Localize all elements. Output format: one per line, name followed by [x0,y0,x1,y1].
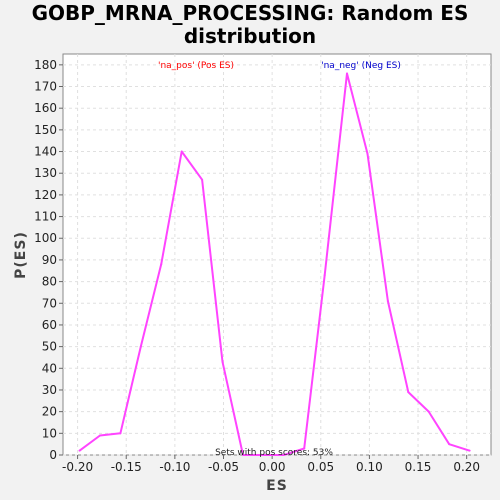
series-lines [78,72,471,456]
data-point [78,449,81,452]
data-point [201,178,204,181]
y-tick-label: 10 [42,426,57,440]
data-point [448,443,451,446]
series-line-0 [78,72,470,456]
y-axis-label: P(ES) [13,231,29,279]
neg-es-annotation: 'na_neg' (Neg ES) [321,61,401,71]
data-point [119,432,122,435]
pos-es-annotation: 'na_pos' (Pos ES) [158,61,234,71]
data-point [303,447,306,450]
y-tick-label: 0 [49,448,57,462]
y-tick-label: 110 [34,210,57,224]
x-axis-label: ES [266,478,288,494]
x-tick-label: 0.10 [356,460,383,474]
x-tick-label: -0.20 [62,460,93,474]
x-axis-ticks: -0.20 -0.15 -0.10 -0.05 0.00 0.05 0.10 0.15 0.20 [62,455,480,474]
data-point [282,454,285,456]
grid [63,54,491,456]
y-tick-label: 20 [42,405,57,419]
data-point [262,454,265,456]
pos-scores-footer: Sets with pos scores: 53% [215,448,333,458]
y-tick-label: 60 [42,318,57,332]
chart-title: GOBP_MRNA_PROCESSING: Random ES distribu… [0,2,500,48]
chart-title-line-2: distribution [183,24,317,48]
data-point [407,391,410,394]
x-tick-label: -0.10 [159,460,190,474]
data-point [139,345,142,348]
x-tick-label: 0.20 [453,460,480,474]
x-tick-label: 0.05 [307,460,334,474]
y-tick-label: 120 [34,188,57,202]
y-tick-label: 30 [42,383,57,397]
data-point [221,360,224,363]
y-tick-label: 130 [34,166,57,180]
y-tick-label: 50 [42,340,57,354]
data-point [386,300,389,303]
chart-title-line-1: GOBP_MRNA_PROCESSING: Random ES [31,1,469,25]
data-point [98,434,101,437]
y-tick-label: 70 [42,296,57,310]
y-tick-label: 140 [34,145,57,159]
data-point [180,150,183,153]
y-tick-label: 80 [42,275,57,289]
y-tick-label: 40 [42,361,57,375]
x-tick-label: -0.15 [111,460,142,474]
data-point [366,152,369,155]
plot-area [62,53,492,456]
y-tick-label: 90 [42,253,57,267]
data-point [241,454,244,456]
data-point [427,410,430,413]
x-tick-label: -0.05 [208,460,239,474]
data-point [468,449,471,452]
data-point [346,72,349,75]
y-tick-label: 150 [34,123,57,137]
y-tick-label: 170 [34,80,57,94]
y-tick-label: 180 [34,58,57,72]
data-point [323,274,326,277]
y-tick-label: 160 [34,101,57,115]
x-tick-label: 0.00 [259,460,286,474]
x-tick-label: 0.15 [405,460,432,474]
data-point [160,263,163,266]
y-tick-label: 100 [34,231,57,245]
y-axis-ticks: 0 10 20 30 40 50 60 70 80 90 100 110 120 130 140 150 160… [34,58,63,462]
